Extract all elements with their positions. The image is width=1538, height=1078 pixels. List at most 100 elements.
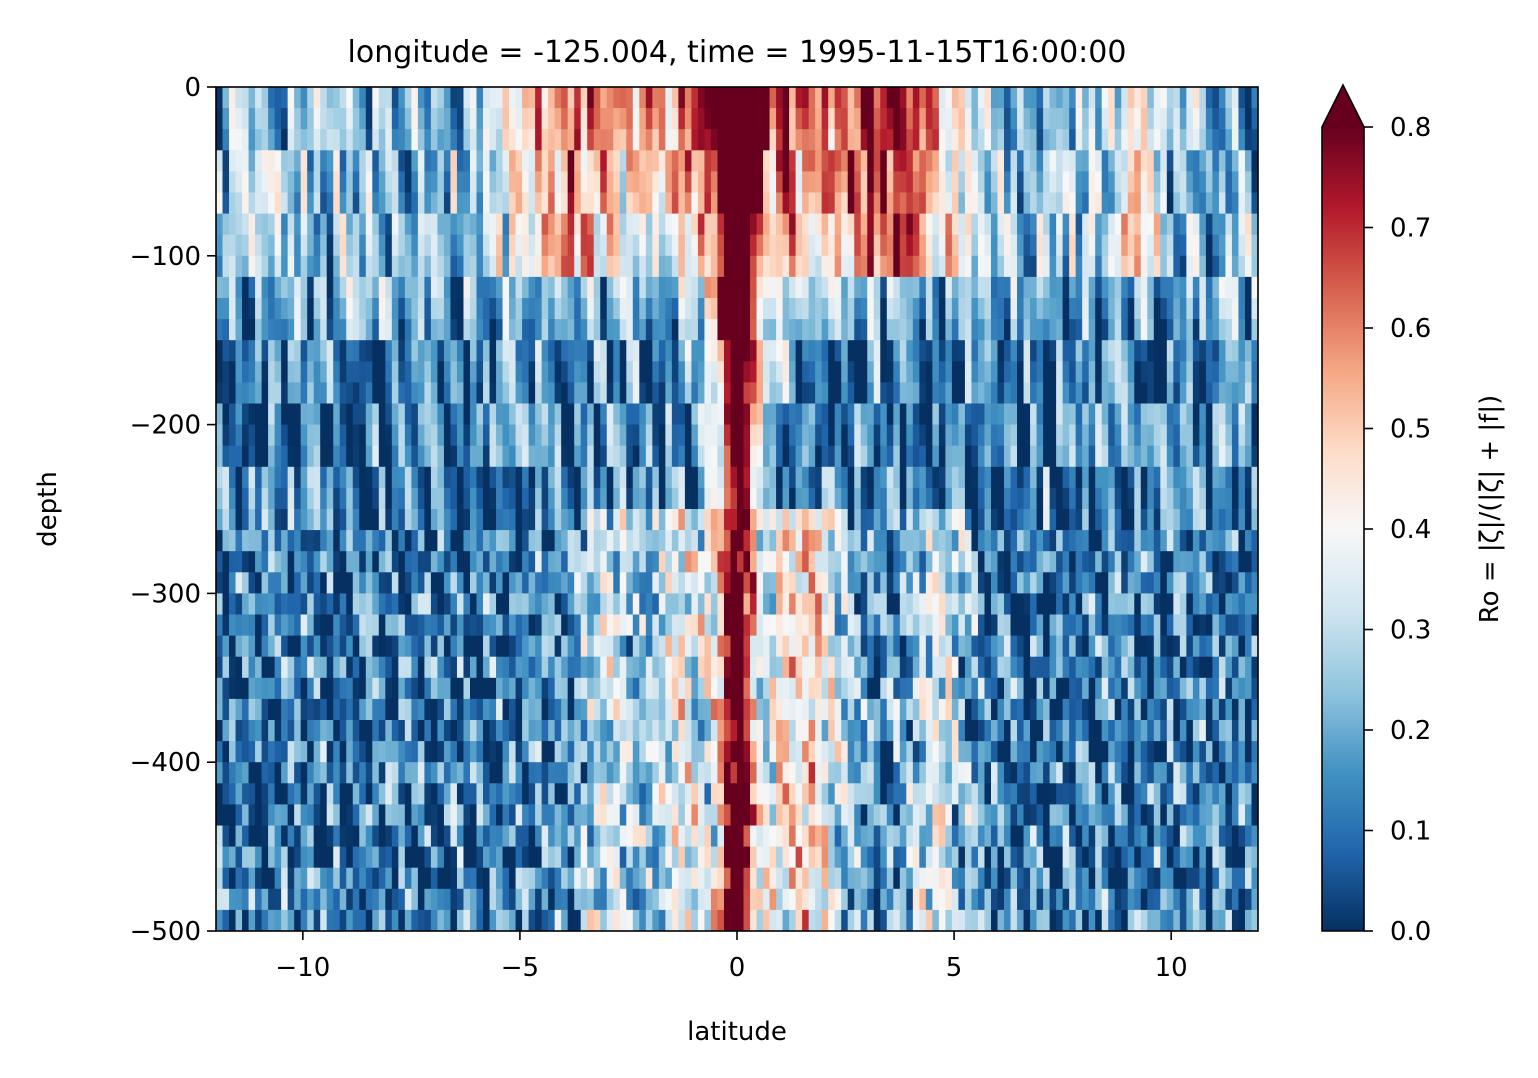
heatmap-cell: [1231, 192, 1240, 215]
heatmap-cell: [1238, 677, 1246, 700]
heatmap-cell: [476, 614, 484, 637]
heatmap-cell: [1075, 150, 1083, 172]
heatmap-cell: [548, 466, 556, 489]
heatmap-cell: [906, 635, 914, 658]
heatmap-cell: [528, 319, 536, 341]
heatmap-cell: [1036, 87, 1044, 109]
heatmap-cell: [430, 593, 439, 616]
heatmap-cell: [750, 487, 758, 510]
heatmap-cell: [1160, 614, 1168, 637]
heatmap-cell: [750, 424, 758, 447]
heatmap-cell: [951, 234, 960, 257]
heatmap-cell: [977, 445, 986, 468]
heatmap-cell: [1114, 213, 1122, 236]
heatmap-cell: [554, 319, 562, 341]
heatmap-cell: [222, 192, 230, 215]
heatmap-cell: [287, 192, 295, 215]
heatmap-cell: [443, 487, 452, 510]
heatmap-cell: [411, 403, 419, 426]
heatmap-cell: [248, 87, 256, 109]
heatmap-cell: [925, 572, 933, 594]
heatmap-cell: [789, 466, 797, 489]
heatmap-cell: [671, 424, 679, 447]
heatmap-cell: [554, 382, 562, 405]
heatmap-cell: [411, 150, 419, 172]
heatmap-cell: [854, 509, 862, 531]
heatmap-cell: [632, 150, 640, 172]
heatmap-cell: [1140, 509, 1148, 531]
heatmap-cell: [658, 466, 666, 489]
heatmap-cell: [443, 87, 452, 109]
heatmap-cell: [867, 87, 875, 109]
heatmap-cell: [893, 298, 901, 320]
heatmap-cell: [600, 108, 608, 130]
heatmap-cell: [548, 382, 556, 405]
heatmap-cell: [587, 213, 595, 236]
heatmap-cell: [391, 255, 399, 278]
heatmap-cell: [925, 276, 933, 299]
heatmap-cell: [489, 572, 497, 594]
heatmap-cell: [1043, 530, 1051, 552]
heatmap-cell: [1173, 635, 1181, 658]
heatmap-cell: [873, 255, 881, 278]
heatmap-cell: [815, 614, 823, 637]
heatmap-cell: [645, 530, 653, 552]
heatmap-cell: [1010, 593, 1018, 616]
heatmap-cell: [626, 192, 634, 215]
heatmap-cell: [932, 87, 940, 109]
heatmap-cell: [802, 171, 810, 194]
heatmap-cell: [899, 361, 907, 383]
heatmap-cell: [216, 509, 224, 531]
heatmap-cell: [977, 129, 986, 151]
heatmap-cell: [1244, 255, 1253, 278]
heatmap-cell: [808, 234, 816, 257]
heatmap-cell: [1017, 656, 1025, 679]
heatmap-cell: [216, 255, 224, 278]
heatmap-cell: [763, 150, 771, 172]
heatmap-cell: [229, 635, 237, 658]
heatmap-cell: [346, 698, 354, 721]
heatmap-cell: [1056, 403, 1064, 426]
heatmap-cell: [522, 108, 530, 130]
heatmap-cell: [710, 487, 719, 510]
heatmap-cell: [964, 509, 973, 531]
heatmap-cell: [1010, 340, 1018, 362]
heatmap-cell: [743, 108, 751, 130]
heatmap-cell: [763, 551, 771, 573]
heatmap-cell: [1095, 319, 1103, 341]
heatmap-cell: [320, 382, 328, 405]
heatmap-cell: [509, 213, 517, 236]
heatmap-cell: [287, 677, 295, 700]
heatmap-cell: [743, 298, 751, 320]
heatmap-cell: [1004, 635, 1012, 658]
heatmap-cell: [1108, 276, 1116, 299]
heatmap-cell: [593, 108, 601, 130]
heatmap-cell: [1010, 656, 1018, 679]
heatmap-cell: [951, 87, 960, 109]
heatmap-cell: [287, 466, 295, 489]
heatmap-cell: [509, 87, 517, 109]
heatmap-cell: [411, 635, 419, 658]
heatmap-cell: [932, 234, 940, 257]
heatmap-cell: [841, 129, 849, 151]
heatmap-cell: [483, 255, 491, 278]
heatmap-cell: [880, 255, 888, 278]
heatmap-cell: [359, 677, 367, 700]
heatmap-cell: [1153, 656, 1161, 679]
heatmap-cell: [1030, 635, 1038, 658]
heatmap-cell: [834, 192, 842, 215]
heatmap-cell: [821, 424, 829, 447]
heatmap-cell: [359, 150, 367, 172]
heatmap-cell: [1075, 382, 1083, 405]
heatmap-cell: [1147, 298, 1155, 320]
heatmap-cell: [854, 276, 862, 299]
heatmap-cell: [750, 361, 758, 383]
heatmap-cell: [1147, 213, 1155, 236]
heatmap-cell: [281, 551, 289, 573]
heatmap-cell: [535, 361, 543, 383]
heatmap-cell: [1166, 129, 1174, 151]
heatmap-cell: [359, 614, 367, 637]
heatmap-cell: [606, 276, 614, 299]
heatmap-cell: [1036, 572, 1044, 594]
heatmap-cell: [613, 234, 621, 257]
